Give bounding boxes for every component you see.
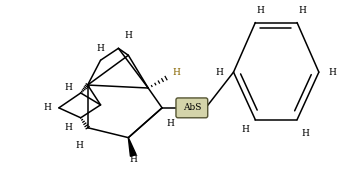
Text: H: H — [298, 6, 306, 15]
Text: H: H — [65, 123, 73, 132]
Polygon shape — [128, 138, 136, 156]
Text: H: H — [172, 68, 180, 77]
Text: H: H — [166, 119, 174, 128]
Text: H: H — [301, 129, 309, 138]
FancyBboxPatch shape — [176, 98, 208, 118]
Text: H: H — [129, 155, 137, 164]
Text: H: H — [97, 44, 105, 53]
Text: H: H — [76, 141, 84, 150]
Text: H: H — [43, 103, 51, 112]
Text: AbS: AbS — [183, 103, 201, 112]
Text: H: H — [65, 82, 73, 91]
Text: H: H — [241, 125, 249, 134]
Text: H: H — [329, 68, 337, 77]
Text: H: H — [125, 31, 132, 40]
Text: H: H — [216, 68, 224, 77]
Text: H: H — [256, 6, 264, 15]
